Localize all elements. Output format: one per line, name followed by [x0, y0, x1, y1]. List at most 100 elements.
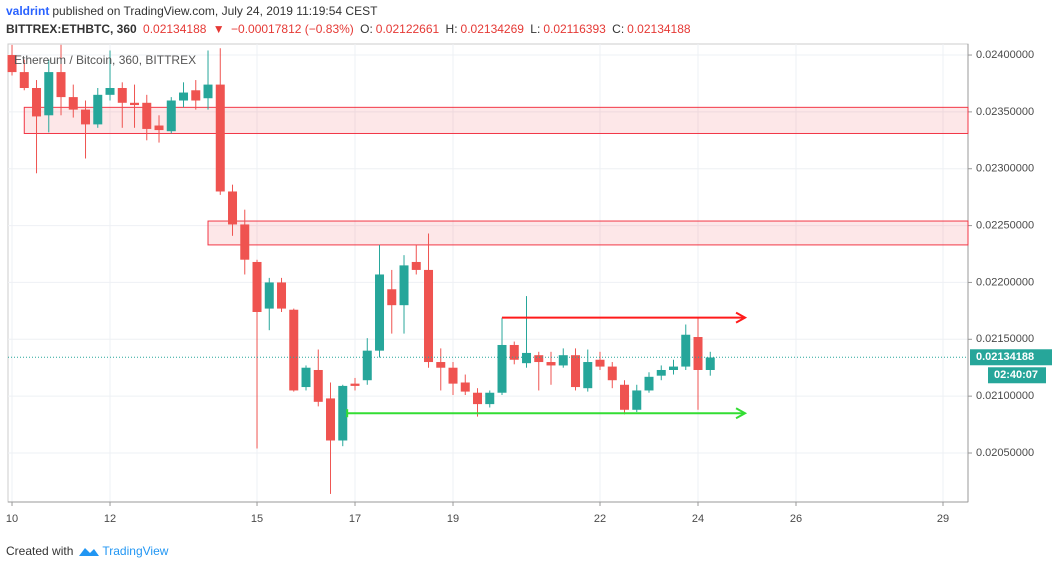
author: valdrint	[6, 4, 50, 18]
candle-body	[473, 392, 483, 405]
candle-body	[595, 359, 605, 367]
y-tick-label: 0.02150000	[976, 333, 1034, 345]
candle-body	[301, 367, 311, 388]
candle-body	[68, 97, 78, 110]
candle-body	[191, 90, 201, 101]
candle-body	[399, 265, 409, 306]
candle-body	[215, 84, 225, 192]
candle-body	[56, 72, 66, 98]
l-label: L:	[530, 22, 541, 36]
candle-body	[166, 100, 176, 132]
published: published on TradingView.com, July 24, 2…	[52, 4, 378, 18]
candle-body	[522, 352, 532, 364]
y-tick-label: 0.02350000	[976, 106, 1034, 118]
candle-body	[142, 102, 152, 129]
zone	[207, 220, 969, 246]
header-line-2: BITTREX:ETHBTC, 360 0.02134188 ▼ −0.0001…	[6, 22, 694, 36]
x-tick-label: 12	[104, 513, 116, 525]
candle-body	[411, 261, 421, 270]
candle-body	[705, 357, 715, 370]
candle-body	[105, 88, 115, 95]
candle-body	[350, 383, 360, 386]
arrow	[502, 311, 748, 324]
candle-body	[19, 72, 29, 89]
arrow-head	[735, 311, 748, 324]
candle-body	[252, 261, 262, 313]
o-value: 0.02122661	[375, 22, 440, 36]
x-tick-label: 15	[251, 513, 263, 525]
x-tick-label: 19	[447, 513, 459, 525]
y-tick-label: 0.02200000	[976, 276, 1034, 288]
o-label: O:	[360, 22, 373, 36]
candle-body	[485, 392, 495, 405]
candle-body	[117, 88, 127, 103]
candle-body	[277, 282, 287, 309]
candle-body	[289, 309, 299, 391]
l-value: 0.02116393	[543, 22, 606, 36]
candle-body	[632, 390, 642, 410]
c-value: 0.02134188	[627, 22, 691, 36]
candle-body	[546, 362, 556, 366]
last-price-box	[970, 349, 1052, 366]
candle-body	[326, 398, 336, 441]
candle-body	[313, 369, 323, 402]
x-tick-label: 26	[790, 513, 802, 525]
candle-body	[130, 102, 140, 106]
candle-body	[338, 385, 348, 441]
candle-body	[571, 355, 581, 388]
candle-body	[228, 191, 238, 225]
candle-body	[7, 55, 17, 73]
candle-body	[558, 355, 568, 366]
x-tick-label: 29	[937, 513, 949, 525]
y-tick-label: 0.02100000	[976, 390, 1034, 402]
candle-body	[179, 92, 189, 101]
candle-body	[534, 355, 544, 363]
h-value: 0.02134269	[460, 22, 524, 36]
chart-title: Ethereum / Bitcoin, 360, BITTREX	[14, 53, 196, 67]
arrow	[346, 407, 748, 420]
candle-body	[693, 337, 703, 370]
candle-body	[387, 289, 397, 306]
zone	[23, 106, 969, 134]
last-price-label: 0.02134188	[976, 351, 1034, 363]
logo	[79, 548, 100, 556]
candle-body	[669, 366, 679, 370]
candle-body	[81, 109, 91, 125]
candle-body	[448, 367, 458, 384]
candle-body	[44, 72, 54, 116]
candle-body	[497, 344, 507, 393]
candle-body	[240, 224, 250, 260]
x-tick-label: 17	[349, 513, 361, 525]
candle-body	[620, 384, 630, 410]
countdown-label: 02:40:07	[994, 369, 1038, 381]
candle-body	[681, 334, 691, 367]
candle-body	[93, 94, 103, 125]
candle-body	[424, 269, 434, 363]
candle-body	[583, 362, 593, 389]
candle-body	[362, 350, 372, 381]
candle-body	[154, 125, 164, 131]
y-tick-label: 0.02250000	[976, 219, 1034, 231]
change: −0.00017812 (−0.83%)	[231, 22, 354, 36]
x-tick-label: 24	[692, 513, 704, 525]
candle-body	[32, 88, 42, 117]
candle-body	[656, 369, 666, 376]
footer: Created with TradingView	[6, 544, 171, 558]
candle-body	[644, 376, 654, 391]
x-tick-label: 10	[6, 513, 18, 525]
candle-body	[203, 84, 213, 99]
created-with: Created with	[6, 544, 74, 558]
h-label: H:	[445, 22, 458, 36]
change-arrow: ▼	[212, 22, 225, 36]
price: 0.02134188	[143, 22, 207, 36]
candle-body	[460, 382, 470, 392]
brand[interactable]: TradingView	[102, 544, 169, 558]
x-tick-label: 22	[594, 513, 606, 525]
candle-body	[436, 362, 446, 368]
candle-body	[509, 344, 519, 360]
candle-body	[607, 366, 617, 381]
symbol: BITTREX:ETHBTC, 360	[6, 22, 137, 36]
y-tick-label: 0.02050000	[976, 447, 1034, 459]
c-label: C:	[612, 22, 625, 36]
